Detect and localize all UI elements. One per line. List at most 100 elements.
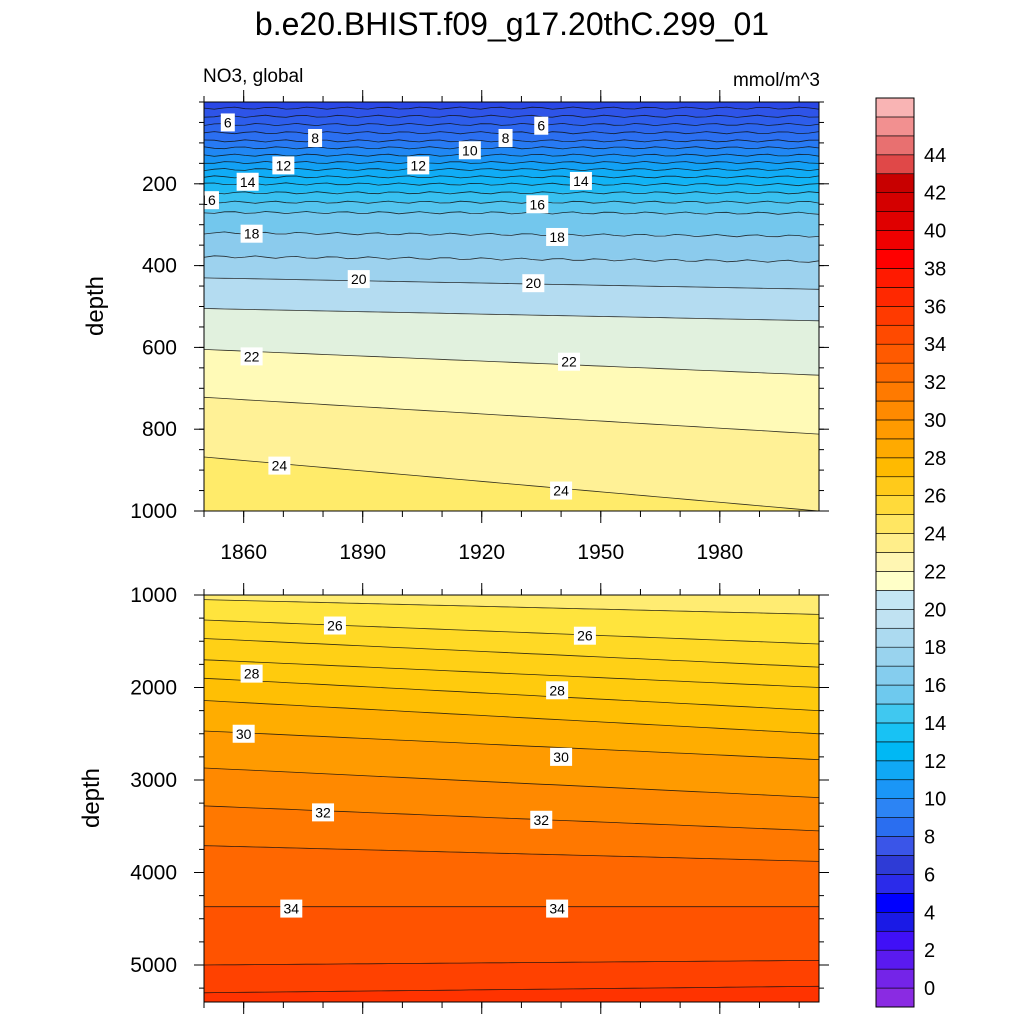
colorbar-swatch xyxy=(876,609,914,628)
contour-band xyxy=(204,108,819,116)
colorbar-swatch xyxy=(876,571,914,590)
units-label: mmol/m^3 xyxy=(733,70,820,91)
chart-canvas: b.e20.BHIST.f09_g17.20thC.299_01 NO3, gl… xyxy=(0,0,1024,1024)
colorbar-swatch xyxy=(876,837,914,856)
x-tick-label: 1860 xyxy=(220,541,267,564)
colorbar-swatch xyxy=(876,647,914,666)
colorbar-swatch xyxy=(876,458,914,477)
colorbar-label: 16 xyxy=(924,675,946,697)
colorbar-label: 0 xyxy=(924,978,935,1000)
colorbar-label: 22 xyxy=(924,561,946,583)
contour-label-text: 18 xyxy=(244,226,260,242)
colorbar: 0246810121416182022242628303234363840424… xyxy=(876,98,946,1007)
contour-label: 22 xyxy=(558,353,580,371)
colorbar-swatch xyxy=(876,912,914,931)
colorbar-swatch xyxy=(876,818,914,837)
contour-label: 16 xyxy=(197,191,219,209)
colorbar-swatch xyxy=(876,496,914,515)
upper-depth-axis-label: depth xyxy=(82,276,109,336)
contour-label-text: 12 xyxy=(276,157,292,173)
contour-label-text: 28 xyxy=(244,666,260,682)
contour-label: 12 xyxy=(407,156,429,174)
contour-label: 22 xyxy=(241,347,263,365)
contour-label-text: 8 xyxy=(311,130,319,146)
y-tick-label: 600 xyxy=(142,336,177,359)
colorbar-swatch xyxy=(876,231,914,250)
contour-label-text: 8 xyxy=(502,130,510,146)
colorbar-swatch xyxy=(876,268,914,287)
contour-label: 10 xyxy=(459,141,481,159)
colorbar-swatch xyxy=(876,988,914,1007)
colorbar-swatch xyxy=(876,212,914,231)
colorbar-swatch xyxy=(876,534,914,553)
contour-label: 30 xyxy=(233,725,255,743)
colorbar-swatch xyxy=(876,193,914,212)
contour-label: 24 xyxy=(550,482,572,500)
contour-label: 16 xyxy=(526,195,548,213)
colorbar-label: 12 xyxy=(924,751,946,773)
colorbar-swatch xyxy=(876,874,914,893)
x-tick-label: 1980 xyxy=(696,541,743,564)
colorbar-label: 18 xyxy=(924,637,946,659)
panel-lower: 26 26 28 28 30 30 32 32 34 34 1000 2000 3000 4000 5000 xyxy=(130,583,829,1024)
colorbar-swatch xyxy=(876,306,914,325)
colorbar-swatch xyxy=(876,515,914,534)
plot-layer: 6 8 6 8 10 10 12 12 14 14 16 16 18 18 20 20 22 22 24 24 200 4… xyxy=(130,90,829,1024)
contour-label: 14 xyxy=(237,173,259,191)
contour-label: 18 xyxy=(546,228,568,246)
contour-label: 28 xyxy=(241,665,263,683)
variable-label: NO3, global xyxy=(203,66,303,87)
colorbar-label: 14 xyxy=(924,713,946,735)
contour-label: 26 xyxy=(574,627,596,645)
panel-upper: 6 8 6 8 10 10 12 12 14 14 16 16 18 18 20 20 22 22 24 24 200 4… xyxy=(130,90,829,564)
contour-label-text: 30 xyxy=(553,749,569,765)
colorbar-swatch xyxy=(876,98,914,117)
colorbar-swatch xyxy=(876,155,914,174)
colorbar-swatch xyxy=(876,685,914,704)
colorbar-swatch xyxy=(876,950,914,969)
panel-plot-area: 26 26 28 28 30 30 32 32 34 34 xyxy=(204,595,819,1024)
contour-label-text: 16 xyxy=(530,196,546,212)
contour-label-text: 32 xyxy=(315,804,331,820)
contour-label-text: 30 xyxy=(236,726,252,742)
contour-label: 24 xyxy=(268,457,290,475)
colorbar-swatch xyxy=(876,799,914,818)
contour-label-text: 26 xyxy=(327,618,343,634)
contour-label: 26 xyxy=(324,617,346,635)
contour-label: 20 xyxy=(522,274,544,292)
colorbar-label: 26 xyxy=(924,486,946,508)
y-tick-label: 800 xyxy=(142,418,177,441)
contour-label-text: 14 xyxy=(573,173,589,189)
y-tick-label: 1000 xyxy=(130,584,177,607)
contour-label-text: 10 xyxy=(462,142,478,158)
contour-label-text: 10 xyxy=(180,143,196,159)
contour-label: 12 xyxy=(272,156,294,174)
y-tick-label: 4000 xyxy=(130,862,177,885)
contour-label-text: 28 xyxy=(549,682,565,698)
x-tick-label: 1890 xyxy=(339,541,386,564)
contour-label-text: 20 xyxy=(526,275,542,291)
contour-label-text: 24 xyxy=(553,483,569,499)
colorbar-label: 40 xyxy=(924,221,946,243)
colorbar-swatch xyxy=(876,401,914,420)
contour-label-text: 14 xyxy=(240,174,256,190)
colorbar-swatch xyxy=(876,553,914,572)
x-tick-label: 1950 xyxy=(577,541,624,564)
colorbar-swatch xyxy=(876,590,914,609)
colorbar-swatch xyxy=(876,117,914,136)
colorbar-swatch xyxy=(876,287,914,306)
colorbar-swatch xyxy=(876,761,914,780)
contour-band xyxy=(204,202,819,213)
colorbar-swatch xyxy=(876,344,914,363)
contour-label-text: 20 xyxy=(351,271,367,287)
colorbar-label: 34 xyxy=(924,334,946,356)
colorbar-label: 24 xyxy=(924,524,946,546)
contour-label: 8 xyxy=(308,129,322,147)
colorbar-label: 36 xyxy=(924,296,946,318)
panel-plot-area: 6 8 6 8 10 10 12 12 14 14 16 16 18 18 20 20 22 22 24 24 xyxy=(177,102,819,551)
contour-label: 6 xyxy=(534,117,548,135)
contour-label: 30 xyxy=(550,748,572,766)
y-tick-label: 400 xyxy=(142,255,177,278)
colorbar-swatch xyxy=(876,780,914,799)
y-tick-label: 3000 xyxy=(130,769,177,792)
